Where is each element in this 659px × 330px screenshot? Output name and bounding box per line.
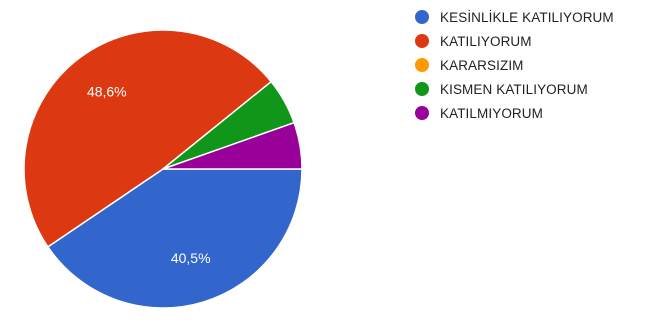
legend-swatch [415,10,429,24]
legend-label: KESİNLİKLE KATILIYORUM [440,9,614,25]
legend-swatch [415,58,429,72]
legend-item: KISMEN KATILIYORUM [415,78,614,100]
legend: KESİNLİKLE KATILIYORUM KATILIYORUM KARAR… [415,6,614,126]
legend-label: KATILIYORUM [440,33,532,49]
slice-data-label: 48,6% [87,84,127,100]
legend-swatch [415,106,429,120]
pie-slice-4 [162,121,303,170]
pie-slice-0 [47,168,303,309]
legend-item: KATILMIYORUM [415,102,614,124]
pie-slice-1 [23,29,272,248]
legend-swatch [415,34,429,48]
legend-item: KESİNLİKLE KATILIYORUM [415,6,614,28]
legend-swatch [415,82,429,96]
legend-label: KISMEN KATILIYORUM [440,81,588,97]
legend-item: KARARSIZIM [415,54,614,76]
legend-label: KARARSIZIM [440,57,524,73]
legend-label: KATILMIYORUM [440,105,543,121]
legend-item: KATILIYORUM [415,30,614,52]
slice-data-label: 40,5% [171,250,211,266]
